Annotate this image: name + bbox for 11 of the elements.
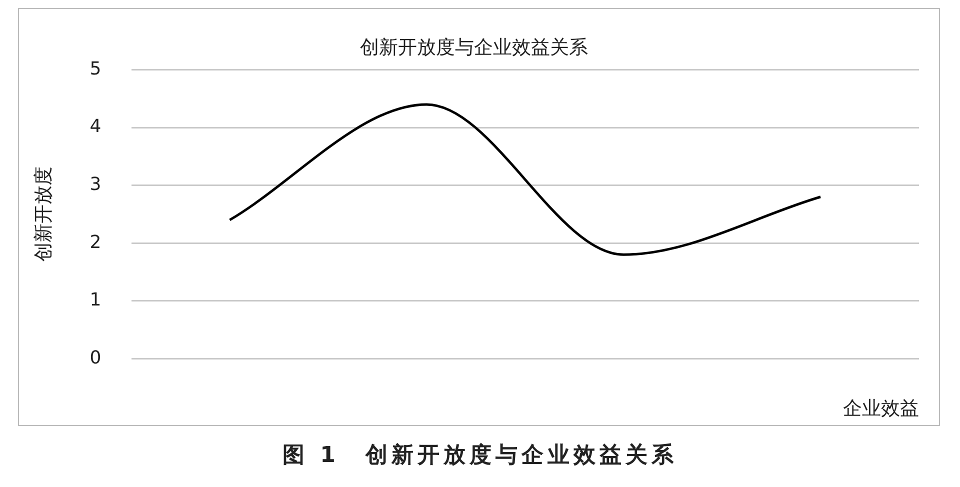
x-axis-title: 企业效益 (843, 398, 919, 420)
y-tick-label: 2 (90, 232, 102, 253)
caption: 图 1 创新开放度与企业效益关系 (282, 442, 678, 470)
y-tick-label: 4 (90, 116, 102, 138)
y-tick-label: 5 (90, 58, 102, 80)
y-tick-label: 3 (90, 174, 102, 195)
y-tick-label: 1 (90, 290, 102, 311)
chart-title: 创新开放度与企业效益关系 (360, 36, 588, 58)
line-series (228, 103, 822, 256)
y-tick-label: 0 (90, 347, 102, 368)
y-axis-title: 创新开放度 (32, 166, 54, 262)
